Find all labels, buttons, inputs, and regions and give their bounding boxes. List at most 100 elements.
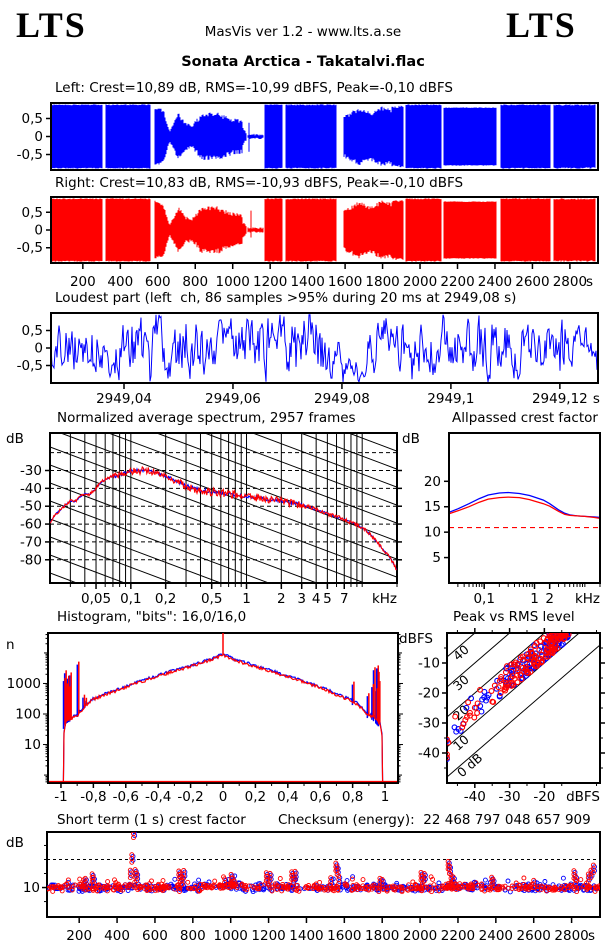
svg-text:-10: -10: [418, 656, 440, 672]
svg-text:200: 200: [70, 274, 96, 290]
svg-text:2800: 2800: [553, 274, 587, 290]
svg-text:600: 600: [142, 928, 168, 944]
svg-text:1400: 1400: [290, 274, 324, 290]
svg-text:0,2: 0,2: [155, 591, 176, 607]
svg-text:s: s: [593, 391, 600, 407]
svg-text:-20: -20: [418, 686, 440, 702]
svg-text:-80: -80: [20, 552, 42, 568]
spectrum-ylabel-db: dB: [6, 431, 24, 447]
svg-text:0,5: 0,5: [22, 323, 43, 339]
peakrms-ylabel-dbfs: dBFS: [399, 631, 433, 647]
svg-text:0: 0: [219, 789, 228, 805]
svg-text:2949,12: 2949,12: [532, 391, 588, 407]
svg-text:0,5: 0,5: [201, 591, 222, 607]
svg-text:-0,4: -0,4: [145, 789, 171, 805]
svg-text:1: 1: [530, 591, 539, 607]
svg-text:20: 20: [424, 474, 441, 490]
svg-text:-30: -30: [418, 716, 440, 732]
svg-text:2800: 2800: [554, 928, 588, 944]
svg-text:-60: -60: [20, 517, 42, 533]
svg-text:2600: 2600: [517, 928, 551, 944]
loudest-part-title: Loudest part (left ch, 86 samples >95% d…: [55, 290, 517, 306]
svg-text:800: 800: [182, 274, 208, 290]
svg-text:0 dB: 0 dB: [454, 750, 485, 780]
svg-text:-1: -1: [54, 789, 67, 805]
svg-text:dBFS: dBFS: [566, 789, 600, 805]
svg-text:0: 0: [34, 223, 43, 239]
svg-text:5: 5: [432, 550, 441, 566]
svg-text:3: 3: [297, 591, 306, 607]
histogram-title: Histogram, "bits": 16,0/16,0: [57, 609, 247, 625]
checksum-value: Checksum (energy): 22 468 797 048 657 90…: [278, 812, 591, 828]
svg-text:2949,1: 2949,1: [427, 391, 474, 407]
svg-text:10: 10: [23, 880, 40, 896]
svg-text:s: s: [588, 928, 595, 944]
svg-text:1400: 1400: [289, 928, 323, 944]
allpassed-plot: 5 10 15 20 0,1 1 2 kHz: [424, 432, 601, 607]
svg-text:-0,2: -0,2: [177, 789, 203, 805]
svg-text:4: 4: [312, 591, 321, 607]
spectrum-title: Normalized average spectrum, 2957 frames: [57, 410, 356, 426]
svg-text:0,5: 0,5: [22, 205, 43, 221]
allpassed-title: Allpassed crest factor: [452, 410, 598, 426]
svg-text:-20: -20: [533, 789, 555, 805]
svg-text:0: 0: [34, 129, 43, 145]
svg-text:-0,5: -0,5: [17, 147, 43, 163]
svg-text:-50: -50: [20, 499, 42, 515]
svg-text:0,1: 0,1: [120, 591, 141, 607]
svg-text:0: 0: [34, 341, 43, 357]
svg-text:2: 2: [545, 591, 554, 607]
left-channel-stats: Left: Crest=10,89 dB, RMS=-10,99 dBFS, P…: [55, 80, 453, 96]
svg-text:s: s: [586, 274, 593, 290]
svg-text:2400: 2400: [478, 274, 512, 290]
svg-text:1800: 1800: [365, 274, 399, 290]
shortterm-plot: 10 200 400 600 800 1000 1200 1400 1600 1800 2000 22…: [23, 831, 601, 944]
svg-text:400: 400: [104, 928, 130, 944]
histogram-ylabel-n: n: [6, 637, 15, 653]
svg-text:1600: 1600: [328, 274, 362, 290]
svg-text:2949,06: 2949,06: [205, 391, 261, 407]
shortterm-scatter: [47, 832, 600, 895]
peakrms-scatter: [447, 633, 572, 762]
histogram-series: [49, 633, 397, 783]
svg-text:10: 10: [24, 737, 41, 753]
lts-logo-right: LTS: [506, 5, 577, 45]
app-version-info: MasVis ver 1.2 - www.lts.a.se: [204, 24, 402, 40]
svg-text:0,4: 0,4: [277, 789, 298, 805]
svg-text:0,2: 0,2: [245, 789, 266, 805]
svg-text:2949,08: 2949,08: [314, 391, 370, 407]
svg-text:2200: 2200: [440, 274, 474, 290]
shortterm-title: Short term (1 s) crest factor: [57, 812, 246, 828]
svg-text:0,6: 0,6: [309, 789, 330, 805]
histogram-plot: 10 100 1000 -1 -0,8 -0,6 -0,4 -0,2 0 0,2 0,4 0,6 0,8…: [7, 632, 403, 805]
svg-text:1000: 1000: [7, 676, 41, 692]
svg-text:2000: 2000: [403, 274, 437, 290]
spectrum-diagonals: [50, 433, 397, 583]
svg-text:0,8: 0,8: [342, 789, 363, 805]
svg-text:-0,5: -0,5: [17, 240, 43, 256]
svg-text:-30: -30: [20, 463, 42, 479]
svg-text:2: 2: [277, 591, 286, 607]
svg-text:0,05: 0,05: [81, 591, 111, 607]
svg-text:200: 200: [66, 928, 92, 944]
svg-text:800: 800: [180, 928, 206, 944]
svg-text:-70: -70: [20, 534, 42, 550]
track-title: Sonata Arctica - Takatalvi.flac: [181, 54, 425, 70]
svg-text:kHz: kHz: [575, 591, 600, 607]
svg-text:1: 1: [381, 789, 390, 805]
right-channel-stats: Right: Crest=10,83 dB, RMS=-10,93 dBFS, …: [55, 175, 464, 191]
svg-text:1800: 1800: [365, 928, 399, 944]
svg-text:1200: 1200: [253, 274, 287, 290]
wave-left-plot: 0,5 0 -0,5: [17, 102, 599, 171]
svg-text:1600: 1600: [327, 928, 361, 944]
svg-text:-40: -40: [20, 481, 42, 497]
svg-text:15: 15: [424, 499, 441, 515]
loudest-plot: 0,5 0-0,5 2949,04 2949,06 2949,08 2949,1 2949,…: [17, 312, 600, 407]
svg-text:100: 100: [15, 707, 41, 723]
spectrum-grid: [50, 433, 398, 583]
svg-text:10: 10: [424, 525, 441, 541]
svg-text:7: 7: [340, 591, 349, 607]
